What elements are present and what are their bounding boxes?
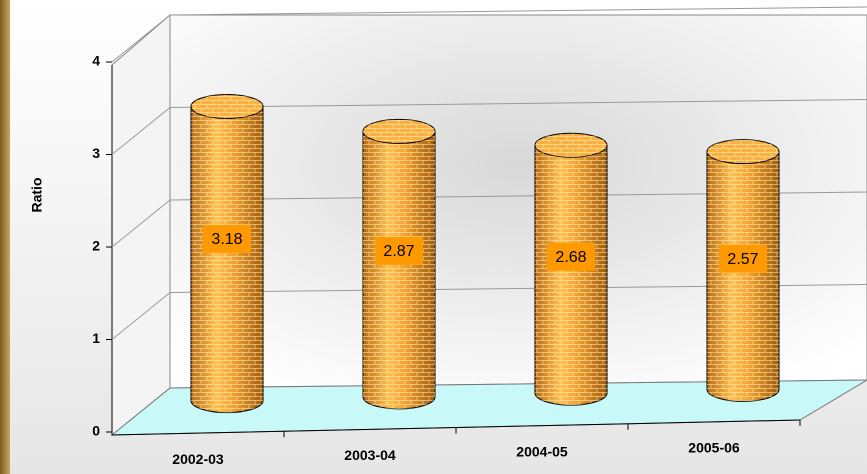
- bar-texture: [363, 131, 435, 409]
- border-strip: [0, 0, 10, 474]
- grid-line: [111, 292, 171, 340]
- bar: [190, 93, 264, 414]
- grid-line: [111, 107, 171, 155]
- bar-top-texture: [707, 139, 779, 164]
- grid-line: [169, 6, 867, 16]
- x-tick-label: 2003-04: [344, 447, 396, 463]
- bar-top-texture: [535, 133, 607, 158]
- data-label: 2.68: [555, 249, 586, 266]
- data-label: 2.57: [727, 251, 758, 268]
- data-label-box: [719, 244, 767, 273]
- bar: [706, 139, 780, 402]
- bar-texture: [535, 145, 607, 406]
- grid-line: [111, 199, 171, 248]
- grid-line: [111, 14, 171, 63]
- y-tick-label: 1: [92, 330, 100, 346]
- data-label: 3.18: [211, 231, 242, 248]
- bar-top-texture: [363, 119, 435, 144]
- bar: [362, 118, 436, 410]
- bar-texture: [707, 151, 779, 402]
- side-wall: [111, 13, 171, 437]
- grid-line: [169, 99, 867, 108]
- y-tick-label: 2: [92, 238, 100, 254]
- y-tick-label: 4: [92, 53, 100, 69]
- data-label: 2.87: [383, 243, 414, 260]
- bar: [534, 132, 608, 406]
- bar-texture: [191, 106, 263, 413]
- y-axis-label: Ratio: [29, 178, 45, 213]
- y-tick-label: 3: [92, 145, 100, 161]
- bar-top-texture: [191, 94, 263, 119]
- x-tick-label: 2004-05: [516, 443, 568, 459]
- data-label-box: [547, 242, 595, 271]
- plot: 0 1 2 3 4 2002-03 3.18 2003-04 2.87 2004-05 2.68 20…: [92, 6, 867, 467]
- x-tick-label: 2005-06: [688, 440, 740, 456]
- x-tick-label: 2002-03: [172, 451, 224, 467]
- data-label-box: [375, 236, 423, 265]
- y-tick-label: 0: [92, 423, 100, 439]
- data-label-box: [203, 224, 251, 253]
